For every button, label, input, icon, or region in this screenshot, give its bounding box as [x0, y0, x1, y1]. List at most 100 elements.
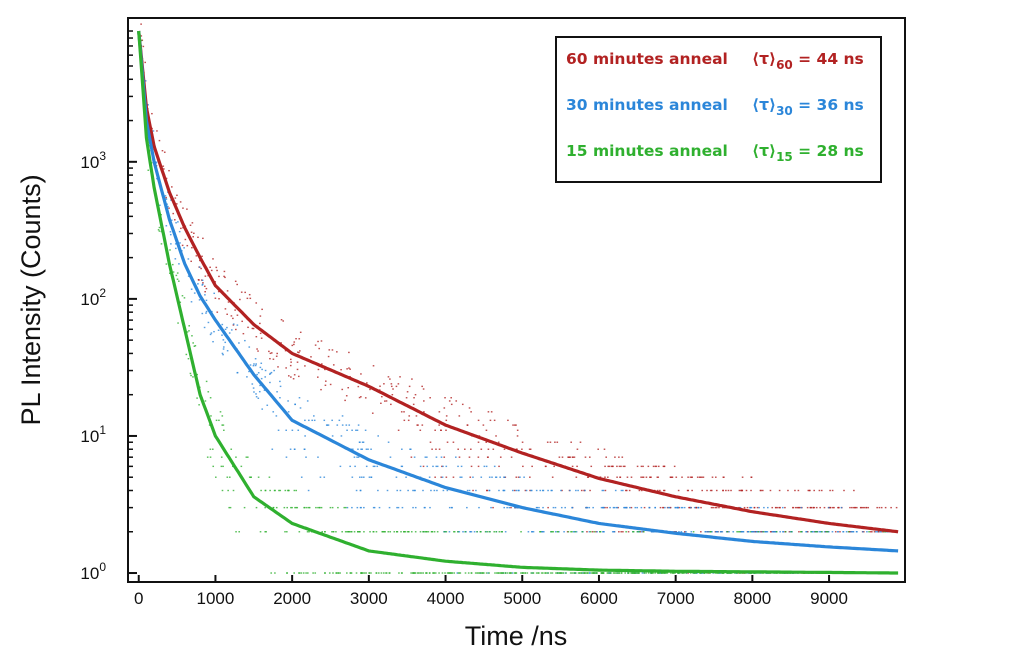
data-point	[624, 489, 627, 492]
data-point	[178, 230, 181, 233]
data-point	[438, 572, 440, 574]
y-tick-label: 100	[80, 560, 106, 583]
data-point	[618, 465, 621, 468]
data-point	[547, 489, 549, 492]
data-point	[202, 237, 204, 240]
data-point	[769, 489, 772, 492]
data-point	[522, 465, 524, 468]
data-point	[436, 489, 438, 492]
data-point	[788, 531, 791, 533]
data-point	[554, 506, 557, 509]
data-point	[352, 448, 354, 450]
data-point	[746, 506, 749, 509]
data-point	[205, 312, 207, 314]
x-tick-label: 1000	[197, 589, 235, 608]
data-point	[172, 212, 175, 215]
data-point	[542, 489, 545, 492]
data-point	[221, 323, 224, 326]
data-point	[218, 419, 220, 422]
data-point	[602, 489, 605, 492]
data-point	[564, 506, 566, 509]
data-point	[609, 506, 611, 509]
data-point	[695, 506, 697, 509]
data-point	[235, 328, 237, 331]
data-point	[226, 326, 228, 329]
data-point	[244, 291, 246, 294]
data-point	[877, 531, 880, 533]
data-point	[469, 476, 472, 478]
data-point	[605, 456, 607, 458]
data-point	[581, 572, 584, 574]
data-point	[604, 506, 606, 509]
data-point	[436, 531, 439, 533]
data-point	[187, 358, 190, 360]
data-point	[413, 397, 415, 399]
data-point	[227, 489, 229, 492]
data-point	[829, 506, 831, 509]
data-point	[410, 456, 413, 458]
data-point	[400, 531, 402, 533]
data-point	[434, 476, 436, 478]
data-point	[293, 374, 296, 376]
data-point	[169, 272, 171, 274]
data-point	[463, 448, 466, 450]
data-point	[381, 396, 383, 398]
data-point	[249, 364, 252, 366]
data-point	[727, 489, 730, 492]
data-point	[445, 476, 448, 478]
data-point	[175, 274, 178, 277]
data-point	[867, 506, 870, 509]
data-point	[675, 476, 678, 478]
data-point	[320, 388, 322, 391]
data-point	[664, 572, 666, 574]
data-point	[289, 358, 292, 361]
data-point	[621, 456, 624, 458]
data-point	[597, 448, 599, 450]
data-point	[819, 506, 821, 509]
data-point	[759, 531, 762, 533]
data-point	[482, 424, 485, 426]
data-point	[517, 476, 520, 478]
data-point	[221, 334, 223, 336]
data-point	[745, 489, 748, 492]
data-point	[468, 407, 471, 409]
data-point	[210, 332, 213, 334]
data-point	[676, 506, 679, 509]
data-point	[532, 572, 534, 574]
data-point	[696, 476, 699, 478]
data-point	[602, 506, 605, 509]
data-point	[728, 531, 730, 533]
data-point	[472, 489, 474, 492]
data-point	[347, 531, 350, 533]
data-point	[678, 531, 680, 533]
data-point	[385, 400, 388, 402]
data-point	[741, 476, 744, 478]
data-point	[255, 396, 258, 398]
data-point	[222, 353, 224, 356]
data-point	[640, 506, 643, 509]
data-point	[167, 205, 169, 208]
data-point	[444, 397, 446, 399]
data-point	[222, 339, 225, 341]
data-point	[203, 326, 206, 329]
data-point	[560, 489, 562, 492]
data-point	[532, 531, 535, 533]
data-point	[650, 572, 653, 574]
data-point	[445, 419, 448, 422]
data-point	[673, 465, 676, 468]
data-point	[397, 383, 400, 385]
data-point	[240, 291, 243, 293]
data-point	[425, 572, 428, 574]
data-point	[287, 489, 289, 492]
data-point	[750, 476, 753, 478]
data-point	[264, 376, 267, 378]
data-point	[319, 476, 322, 478]
data-point	[706, 531, 709, 533]
data-point	[710, 506, 713, 509]
data-point	[589, 489, 591, 492]
data-point	[312, 572, 314, 574]
data-point	[595, 572, 597, 574]
data-point	[356, 456, 358, 458]
data-point	[640, 465, 643, 468]
data-point	[332, 364, 335, 366]
